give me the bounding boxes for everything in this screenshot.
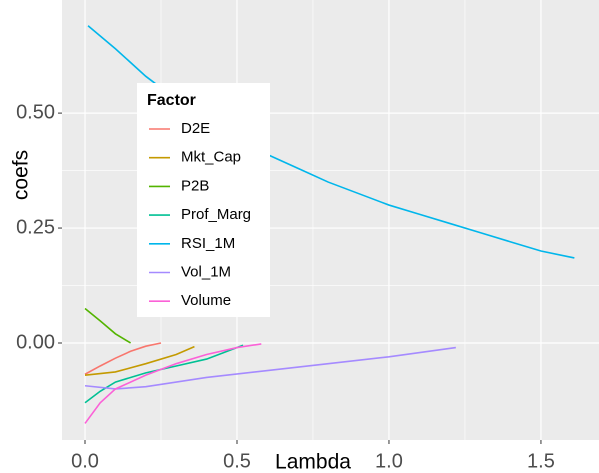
lines bbox=[84, 25, 575, 424]
y-tick-label: 0.50 bbox=[16, 101, 55, 123]
legend-label: D2E bbox=[181, 120, 210, 137]
legend-title: Factor bbox=[147, 92, 196, 109]
legend-box bbox=[137, 83, 270, 317]
x-axis-title: Lambda bbox=[275, 451, 351, 473]
legend-label: Prof_Marg bbox=[181, 206, 251, 223]
legend-label: RSI_1M bbox=[181, 235, 235, 252]
y-tick-label: 0.25 bbox=[16, 216, 55, 238]
y-tick-label: 0.00 bbox=[16, 331, 55, 353]
legend-label: P2B bbox=[181, 177, 209, 194]
series-line bbox=[84, 346, 456, 390]
x-tick-label: 1.5 bbox=[527, 450, 555, 472]
series-line bbox=[84, 345, 195, 376]
y-axis-title: coefs bbox=[10, 150, 33, 200]
x-tick-label: 0.5 bbox=[223, 450, 251, 472]
x-tick-label: 0.0 bbox=[71, 450, 99, 472]
series-line bbox=[84, 342, 162, 375]
legend-label: Volume bbox=[181, 292, 231, 309]
legend-label: Vol_1M bbox=[181, 263, 231, 280]
legend-label: Mkt_Cap bbox=[181, 149, 241, 166]
series-line bbox=[84, 344, 244, 404]
series-line bbox=[84, 307, 132, 344]
x-tick-label: 1.0 bbox=[375, 450, 403, 472]
legend: Factor D2E Mkt_Cap P2B Prof_Marg RSI_1M Vol_1… bbox=[137, 83, 270, 317]
series-line bbox=[84, 343, 262, 424]
